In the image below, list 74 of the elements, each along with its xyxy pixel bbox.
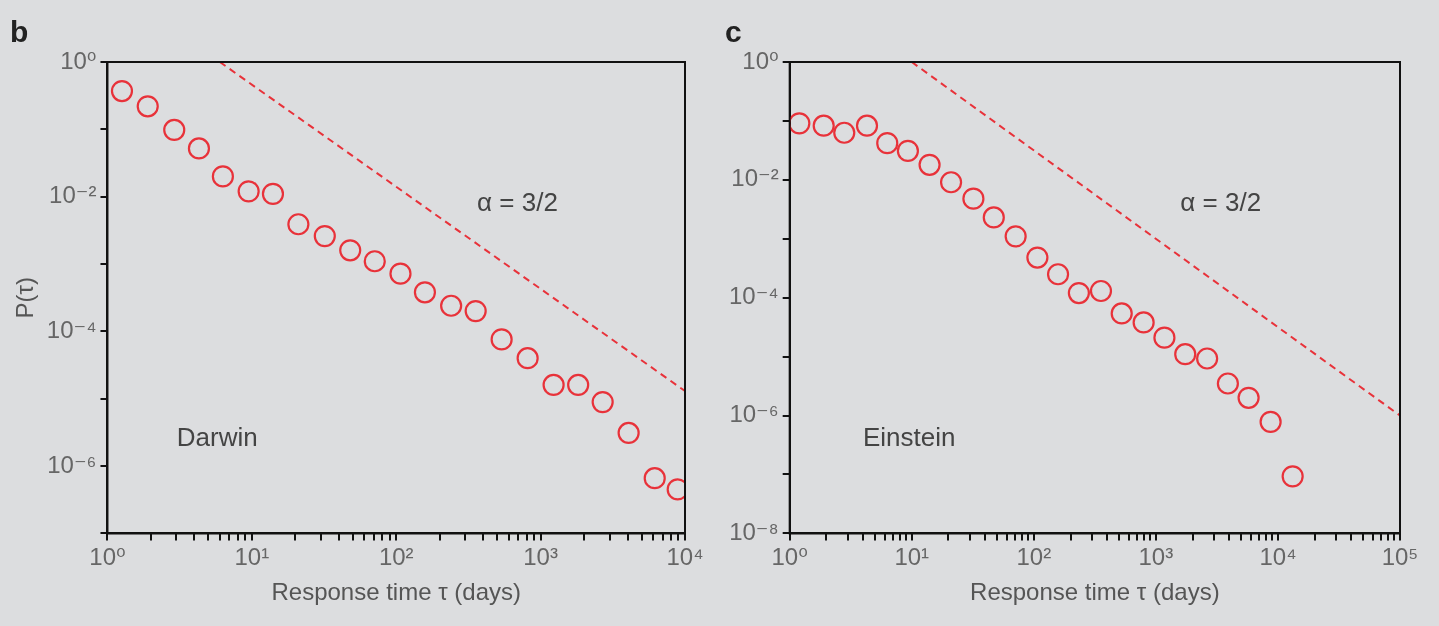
x-tick-label: 10¹ bbox=[894, 543, 930, 571]
x-tick-label: 10³ bbox=[1138, 543, 1174, 571]
point bbox=[490, 328, 513, 351]
point bbox=[389, 262, 412, 285]
point bbox=[516, 347, 539, 370]
x-axis-title: Response time τ (days) bbox=[970, 578, 1220, 606]
x-tick-label: 10³ bbox=[523, 543, 558, 571]
point bbox=[812, 114, 835, 137]
point bbox=[1174, 343, 1197, 366]
text: Einstein bbox=[862, 422, 956, 453]
annotation: α = 3/2 bbox=[477, 186, 558, 217]
point bbox=[1196, 347, 1219, 370]
point bbox=[440, 294, 463, 317]
point bbox=[187, 137, 211, 160]
point bbox=[136, 95, 159, 118]
point bbox=[1237, 386, 1260, 409]
y-tick-label: 10⁻⁴ bbox=[728, 282, 779, 310]
point bbox=[643, 467, 666, 490]
point bbox=[1110, 302, 1133, 325]
x-tick-label: 10⁰ bbox=[771, 543, 808, 571]
x-tick-label: 10² bbox=[1016, 543, 1052, 571]
point bbox=[261, 182, 285, 205]
point bbox=[567, 373, 590, 397]
point bbox=[982, 206, 1005, 229]
point bbox=[1216, 372, 1239, 395]
point bbox=[617, 421, 640, 445]
point bbox=[1259, 410, 1282, 434]
point bbox=[591, 391, 614, 414]
x-tick-label: 10¹ bbox=[234, 543, 270, 571]
point bbox=[1153, 326, 1176, 349]
point bbox=[211, 165, 234, 188]
point bbox=[1046, 263, 1070, 286]
point bbox=[1281, 465, 1304, 488]
point bbox=[833, 121, 856, 144]
point bbox=[1132, 311, 1155, 334]
y-tick-label: 10⁻² bbox=[49, 181, 97, 209]
x-tick-label: 10⁴ bbox=[1259, 543, 1297, 571]
x-tick-label: 10⁴ bbox=[666, 543, 704, 571]
point bbox=[896, 139, 919, 162]
y-tick-label: 10⁰ bbox=[742, 46, 779, 74]
point bbox=[542, 373, 565, 397]
point bbox=[876, 132, 899, 155]
point bbox=[237, 180, 260, 203]
point bbox=[962, 187, 985, 210]
y-tick-label: 10⁻² bbox=[731, 164, 779, 192]
point bbox=[413, 281, 437, 304]
y-axis-title: P(τ) bbox=[11, 276, 39, 319]
point bbox=[287, 213, 310, 236]
point bbox=[313, 224, 336, 248]
point bbox=[1026, 246, 1049, 269]
y-tick-label: 10⁻⁸ bbox=[729, 518, 779, 546]
y-tick-label: 10⁻⁶ bbox=[47, 450, 97, 478]
x-tick-label: 10⁵ bbox=[1381, 543, 1419, 571]
y-tick-label: 10⁰ bbox=[60, 46, 97, 74]
y-tick-label: 10⁻⁶ bbox=[729, 400, 779, 428]
chart-title: c bbox=[725, 15, 742, 49]
point bbox=[163, 118, 186, 142]
point bbox=[1089, 279, 1113, 303]
point bbox=[1067, 281, 1090, 305]
x-tick-label: 10⁰ bbox=[89, 543, 126, 571]
point bbox=[1004, 225, 1027, 248]
point bbox=[363, 250, 386, 273]
text: Darwin bbox=[176, 422, 258, 453]
point bbox=[939, 171, 963, 194]
point bbox=[110, 79, 134, 103]
point bbox=[918, 153, 941, 176]
point bbox=[339, 239, 362, 262]
annotation: α = 3/2 bbox=[1180, 186, 1262, 217]
chart-title: b bbox=[10, 15, 29, 49]
y-tick-label: 10⁻⁴ bbox=[46, 316, 97, 343]
x-tick-label: 10² bbox=[378, 543, 414, 571]
point bbox=[464, 300, 487, 323]
point bbox=[855, 114, 879, 137]
x-axis-title: Response time τ (days) bbox=[271, 578, 522, 606]
